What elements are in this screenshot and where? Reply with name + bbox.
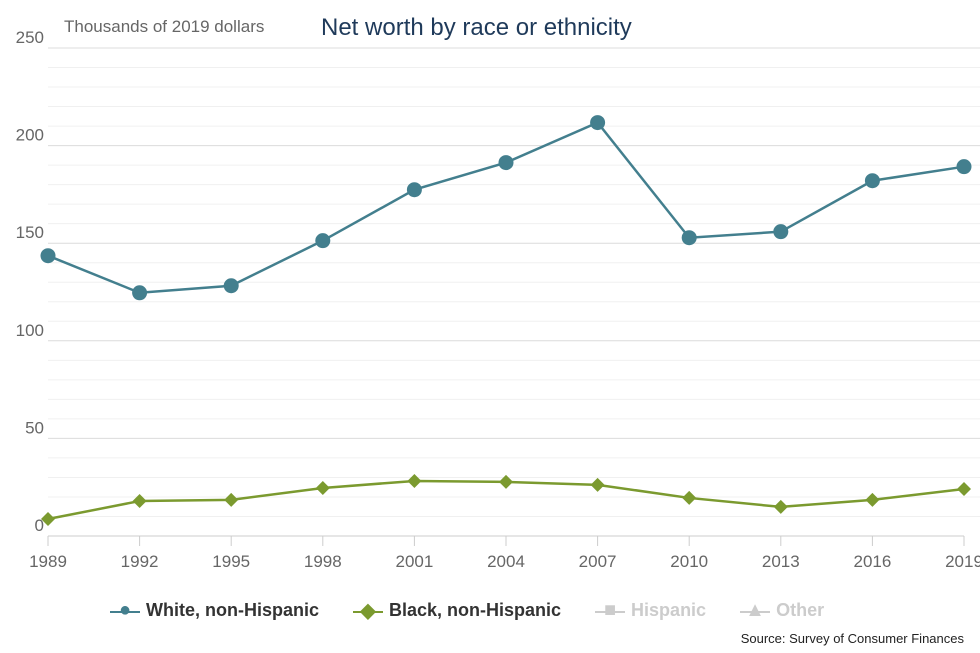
y-tick-label: 200: [16, 126, 44, 145]
square-marker-icon: ■: [595, 599, 626, 622]
legend-label: Other: [776, 600, 825, 620]
data-point-0-9: [864, 173, 880, 189]
data-point-0-3: [315, 233, 331, 249]
x-tick-label: 1998: [304, 552, 342, 571]
diamond-marker-icon: ◆: [353, 598, 383, 623]
legend-item[interactable]: ▲ Other: [740, 598, 824, 623]
data-point-1-10: [957, 481, 971, 496]
data-point-0-2: [223, 278, 239, 294]
data-point-0-0: [40, 248, 56, 264]
legend-label: Hispanic: [631, 600, 707, 620]
y-tick-label: 50: [25, 418, 44, 437]
circle-marker-icon: ●: [110, 599, 140, 622]
y-tick-label: 100: [16, 321, 44, 340]
x-tick-label: 2007: [579, 552, 617, 571]
legend: ● White, non-Hispanic ◆ Black, non-Hispanic…: [110, 598, 824, 623]
data-point-1-6: [590, 477, 605, 492]
data-point-0-4: [406, 182, 422, 198]
data-point-1-8: [773, 499, 788, 514]
data-point-0-5: [498, 155, 514, 171]
data-point-1-5: [499, 474, 513, 489]
data-point-1-4: [407, 473, 422, 488]
data-point-1-3: [315, 480, 330, 495]
legend-item[interactable]: ■ Hispanic: [595, 598, 706, 623]
data-point-0-6: [590, 115, 606, 131]
y-tick-label: 0: [35, 516, 44, 535]
y-axis-title: Thousands of 2019 dollars: [64, 17, 264, 36]
legend-item[interactable]: ◆ Black, non-Hispanic: [353, 598, 561, 623]
chart-title: Net worth by race or ethnicity: [321, 14, 632, 41]
data-point-1-7: [682, 490, 697, 505]
x-tick-label: 1989: [29, 552, 67, 571]
source-note: Source: Survey of Consumer Finances: [740, 631, 964, 646]
x-tick-label: 1992: [121, 552, 159, 571]
y-tick-label: 150: [16, 223, 44, 242]
x-tick-label: 2019: [945, 552, 980, 571]
triangle-marker-icon: ▲: [740, 599, 771, 622]
x-tick-label: 1995: [212, 552, 250, 571]
data-point-0-8: [773, 224, 789, 240]
x-tick-label: 2013: [762, 552, 800, 571]
x-tick-label: 2010: [670, 552, 708, 571]
data-point-0-1: [132, 285, 148, 301]
data-point-0-10: [956, 159, 972, 175]
legend-label: White, non-Hispanic: [146, 600, 319, 620]
legend-item[interactable]: ● White, non-Hispanic: [110, 598, 319, 623]
series-line-0: [47, 121, 965, 295]
data-point-1-2: [224, 492, 239, 507]
x-tick-label: 2001: [395, 552, 433, 571]
y-tick-label: 250: [16, 28, 44, 47]
data-point-0-7: [681, 230, 697, 246]
data-point-1-0: [41, 512, 55, 527]
x-tick-label: 2016: [853, 552, 891, 571]
data-point-1-1: [132, 494, 147, 509]
legend-label: Black, non-Hispanic: [389, 600, 562, 620]
x-tick-label: 2004: [487, 552, 525, 571]
data-point-1-9: [865, 492, 880, 507]
